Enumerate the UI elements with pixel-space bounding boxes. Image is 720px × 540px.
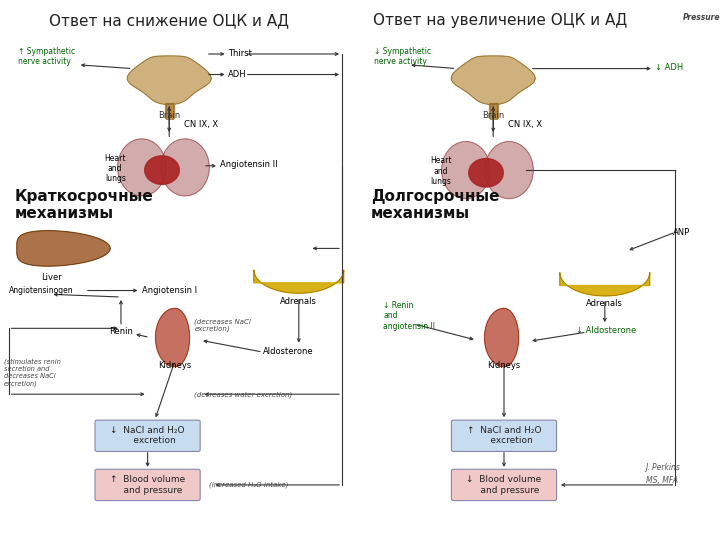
Text: ↓ ADH: ↓ ADH bbox=[655, 63, 683, 72]
Text: Долгосрочные
механизмы: Долгосрочные механизмы bbox=[371, 189, 499, 221]
Text: Liver: Liver bbox=[42, 273, 62, 282]
Text: Heart
and
lungs: Heart and lungs bbox=[430, 156, 451, 186]
Text: Aldosterone: Aldosterone bbox=[263, 347, 313, 355]
Text: Kidneys: Kidneys bbox=[158, 361, 192, 370]
Text: ↓ Aldosterone: ↓ Aldosterone bbox=[576, 326, 636, 335]
Text: (decreases water excretion): (decreases water excretion) bbox=[194, 391, 292, 397]
Polygon shape bbox=[17, 231, 110, 266]
Polygon shape bbox=[254, 270, 343, 293]
Text: Heart
and
lungs: Heart and lungs bbox=[104, 153, 126, 184]
Polygon shape bbox=[489, 103, 498, 118]
Text: CN IX, X: CN IX, X bbox=[184, 120, 217, 129]
Text: Adrenals: Adrenals bbox=[586, 299, 624, 308]
Text: (decreases NaCl
excretion): (decreases NaCl excretion) bbox=[194, 318, 251, 332]
Polygon shape bbox=[485, 141, 534, 199]
Text: Pressure: Pressure bbox=[683, 14, 720, 23]
Polygon shape bbox=[441, 141, 490, 199]
Polygon shape bbox=[117, 139, 166, 196]
Text: CN IX, X: CN IX, X bbox=[508, 120, 541, 129]
Text: Kidneys: Kidneys bbox=[487, 361, 521, 370]
Text: ↑ Sympathetic
nerve activity: ↑ Sympathetic nerve activity bbox=[18, 47, 75, 66]
Polygon shape bbox=[161, 139, 210, 196]
Text: (increased H₂O intake): (increased H₂O intake) bbox=[209, 482, 288, 488]
Text: MS, MFA: MS, MFA bbox=[647, 476, 678, 485]
Text: ↓  NaCl and H₂O
     excretion: ↓ NaCl and H₂O excretion bbox=[110, 426, 185, 445]
FancyBboxPatch shape bbox=[95, 420, 200, 451]
Text: Brain: Brain bbox=[158, 111, 180, 120]
Polygon shape bbox=[145, 156, 179, 184]
Polygon shape bbox=[156, 308, 189, 367]
Text: ANP: ANP bbox=[673, 228, 690, 237]
Polygon shape bbox=[165, 103, 174, 118]
Text: Thirst: Thirst bbox=[228, 50, 252, 58]
Text: Ответ на снижение ОЦК и АД: Ответ на снижение ОЦК и АД bbox=[49, 14, 289, 29]
Polygon shape bbox=[451, 56, 535, 105]
Text: Angiotensinogen: Angiotensinogen bbox=[9, 286, 73, 295]
Polygon shape bbox=[469, 159, 503, 187]
FancyBboxPatch shape bbox=[95, 469, 200, 501]
Text: J. Perkins: J. Perkins bbox=[645, 463, 680, 471]
Text: ↓ Renin
and
angiotensin II: ↓ Renin and angiotensin II bbox=[383, 301, 435, 331]
Text: Краткосрочные
механизмы: Краткосрочные механизмы bbox=[14, 189, 153, 221]
Text: Adrenals: Adrenals bbox=[280, 297, 318, 306]
Polygon shape bbox=[127, 56, 211, 105]
Text: Renin: Renin bbox=[109, 327, 133, 335]
Polygon shape bbox=[560, 273, 649, 296]
Text: ADH: ADH bbox=[228, 70, 247, 79]
Text: ↓  Blood volume
    and pressure: ↓ Blood volume and pressure bbox=[467, 475, 541, 495]
Polygon shape bbox=[485, 308, 518, 367]
Text: ↑  NaCl and H₂O
     excretion: ↑ NaCl and H₂O excretion bbox=[467, 426, 541, 445]
Text: Angiotensin II: Angiotensin II bbox=[220, 160, 277, 169]
Text: (stimulates renin
secretion and
decreases NaCl
excretion): (stimulates renin secretion and decrease… bbox=[4, 359, 60, 387]
Text: ↑  Blood volume
    and pressure: ↑ Blood volume and pressure bbox=[110, 475, 185, 495]
FancyBboxPatch shape bbox=[451, 420, 557, 451]
FancyBboxPatch shape bbox=[451, 469, 557, 501]
Text: Brain: Brain bbox=[482, 111, 504, 120]
Text: ↓ Sympathetic
nerve activity: ↓ Sympathetic nerve activity bbox=[374, 47, 431, 66]
Text: Ответ на увеличение ОЦК и АД: Ответ на увеличение ОЦК и АД bbox=[373, 14, 628, 29]
Text: Angiotensin I: Angiotensin I bbox=[142, 286, 197, 295]
